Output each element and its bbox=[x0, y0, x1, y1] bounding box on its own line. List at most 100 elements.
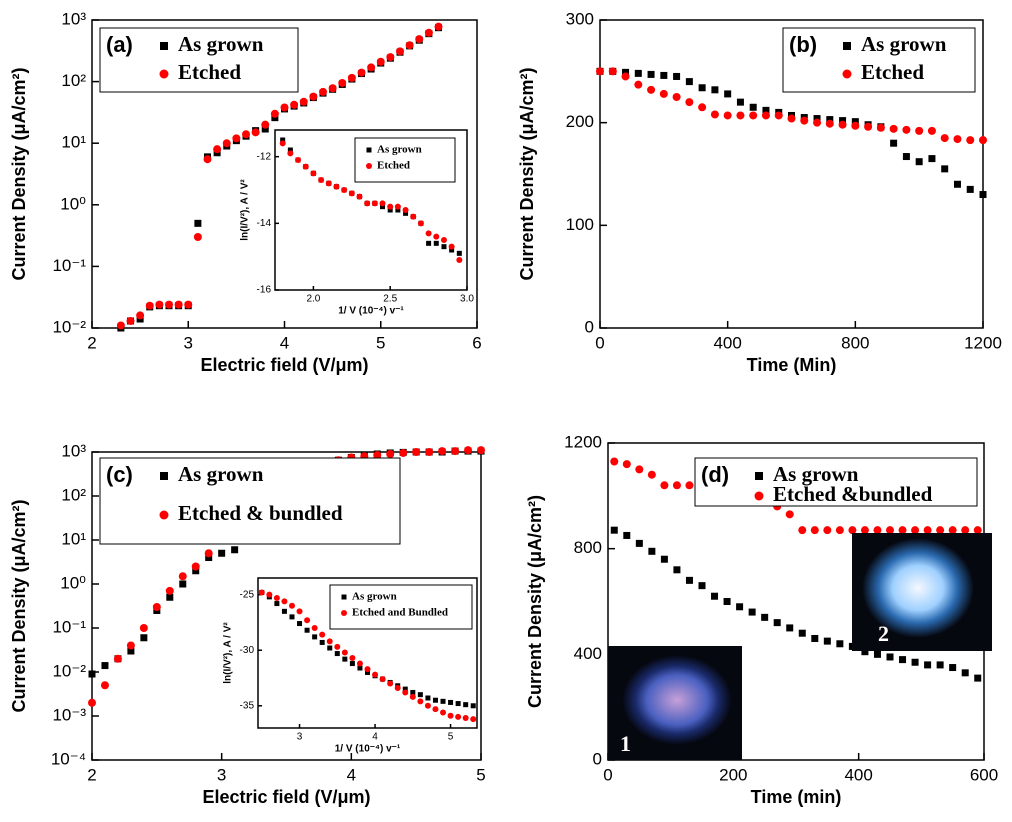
marker bbox=[736, 603, 744, 611]
marker bbox=[415, 35, 424, 44]
legend-marker bbox=[341, 610, 347, 616]
marker bbox=[826, 116, 834, 124]
marker bbox=[356, 193, 363, 200]
marker bbox=[387, 203, 394, 210]
marker bbox=[88, 670, 96, 678]
marker bbox=[748, 608, 756, 616]
y-tick-label: 10⁻² bbox=[52, 661, 86, 680]
marker bbox=[319, 631, 326, 638]
y-tick-label: -12 bbox=[257, 151, 272, 162]
photo-2-spot bbox=[862, 538, 974, 638]
marker bbox=[927, 126, 936, 135]
plot-frame bbox=[599, 19, 984, 329]
marker bbox=[873, 526, 882, 535]
marker bbox=[851, 121, 860, 130]
x-tick-label: 5 bbox=[376, 333, 385, 352]
marker bbox=[463, 702, 469, 708]
marker bbox=[261, 120, 270, 129]
legend-label: Etched & bundled bbox=[178, 501, 343, 525]
y-tick-label: -14 bbox=[257, 218, 272, 229]
marker bbox=[309, 92, 318, 101]
marker bbox=[193, 233, 202, 242]
marker bbox=[367, 63, 376, 72]
marker bbox=[456, 257, 463, 263]
marker bbox=[204, 549, 213, 558]
marker bbox=[811, 634, 819, 642]
marker bbox=[155, 300, 164, 309]
marker bbox=[889, 124, 898, 133]
marker bbox=[376, 57, 385, 66]
legend-marker bbox=[159, 69, 169, 79]
y-tick-label: 800 bbox=[574, 538, 602, 557]
marker bbox=[379, 676, 386, 683]
x-tick-label: 2 bbox=[87, 765, 96, 784]
marker bbox=[823, 637, 831, 645]
y-tick-label: 300 bbox=[566, 9, 594, 28]
marker bbox=[399, 448, 408, 457]
panel: 2 3 4 5 6 10⁻² 10⁻¹ 10⁰ 10¹ 10² 10³ Electric field … bbox=[9, 9, 482, 374]
marker bbox=[773, 619, 781, 627]
marker bbox=[685, 481, 694, 490]
marker bbox=[213, 145, 222, 154]
marker bbox=[386, 450, 395, 459]
marker bbox=[296, 608, 303, 615]
marker bbox=[258, 589, 265, 596]
panel: 0 400 800 1200 0 100 200 300 Time (Min) Current D… bbox=[517, 9, 1002, 374]
marker bbox=[410, 689, 416, 695]
marker bbox=[295, 157, 302, 163]
x-axis-title: 1/ V (10⁻⁴) v⁻¹ bbox=[335, 744, 401, 755]
marker bbox=[126, 316, 135, 325]
legend-label: As grown bbox=[178, 462, 264, 486]
y-tick-label: 400 bbox=[574, 644, 602, 663]
marker bbox=[761, 613, 769, 621]
marker bbox=[948, 526, 957, 535]
legend-marker bbox=[159, 510, 169, 520]
marker bbox=[848, 526, 857, 535]
marker bbox=[961, 526, 970, 535]
x-tick-label: 2.5 bbox=[383, 294, 397, 305]
photo-label: 2 bbox=[878, 621, 889, 646]
y-tick-label: 0 bbox=[585, 317, 594, 336]
y-tick-label: 10³ bbox=[61, 9, 86, 28]
y-tick-label: 10² bbox=[61, 485, 86, 504]
marker bbox=[447, 712, 454, 719]
marker bbox=[941, 165, 949, 173]
y-axis-title: Current Density (μA/cm²) bbox=[9, 499, 29, 712]
marker bbox=[911, 526, 920, 535]
marker bbox=[623, 531, 631, 539]
marker bbox=[455, 701, 461, 707]
y-tick-label: 10⁻¹ bbox=[52, 256, 86, 275]
marker bbox=[648, 547, 656, 555]
marker bbox=[288, 602, 295, 609]
marker bbox=[372, 671, 379, 678]
marker bbox=[152, 603, 161, 612]
marker bbox=[635, 539, 643, 547]
marker bbox=[464, 446, 473, 455]
marker bbox=[342, 656, 348, 662]
x-tick-label: 200 bbox=[719, 765, 747, 784]
marker bbox=[426, 240, 432, 246]
marker bbox=[673, 72, 681, 80]
marker bbox=[232, 134, 241, 143]
y-tick-label: -16 bbox=[257, 285, 272, 296]
marker bbox=[297, 621, 303, 627]
x-tick-label: 5 bbox=[476, 765, 485, 784]
marker bbox=[338, 78, 347, 87]
marker bbox=[813, 115, 821, 123]
marker bbox=[928, 155, 936, 163]
x-tick-label: 6 bbox=[472, 333, 481, 352]
marker bbox=[915, 126, 924, 135]
x-tick-label: 0 bbox=[603, 765, 612, 784]
marker bbox=[88, 698, 96, 707]
marker bbox=[334, 651, 340, 657]
marker bbox=[364, 666, 371, 673]
marker bbox=[470, 703, 476, 709]
marker bbox=[634, 80, 643, 89]
legend-marker bbox=[341, 594, 347, 600]
marker bbox=[136, 311, 145, 320]
marker bbox=[387, 207, 393, 213]
marker bbox=[386, 53, 395, 62]
legend-label: Etched &bundled bbox=[773, 482, 933, 506]
marker bbox=[973, 526, 982, 535]
marker bbox=[100, 681, 109, 690]
